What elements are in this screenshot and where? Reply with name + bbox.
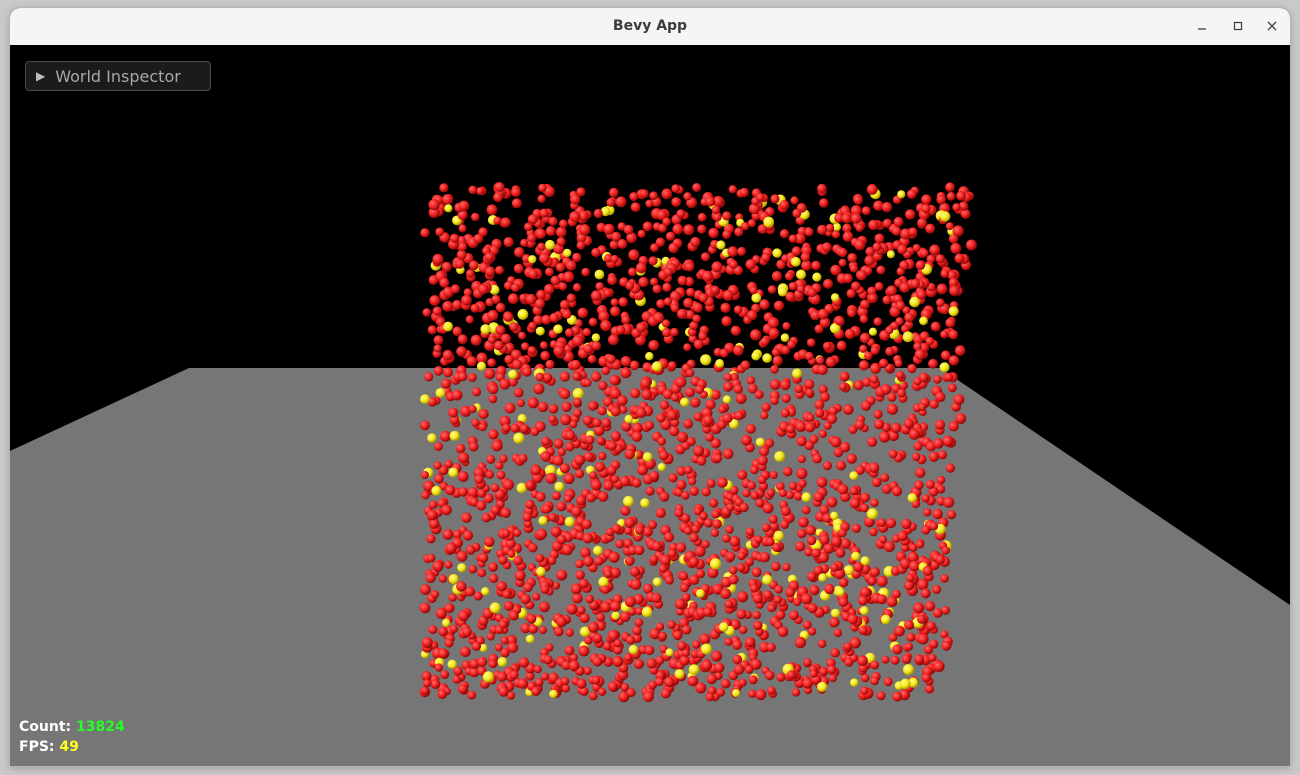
count-value: 13824: [76, 719, 125, 735]
fps-value: 49: [59, 739, 79, 755]
app-window: Bevy App ▶ World Inspector: [10, 8, 1290, 766]
stats-hud: Count: 13824 FPS: 49: [19, 717, 125, 757]
ground-plane: [10, 368, 1290, 766]
close-icon: [1267, 21, 1277, 31]
window-title: Bevy App: [612, 18, 688, 34]
triangle-right-icon: ▶: [36, 69, 46, 83]
count-line: Count: 13824: [19, 717, 125, 737]
fps-line: FPS: 49: [19, 737, 125, 757]
scene-canvas[interactable]: [10, 45, 1290, 766]
maximize-icon: [1233, 21, 1243, 31]
world-inspector-toggle[interactable]: ▶ World Inspector: [25, 61, 211, 91]
close-button[interactable]: [1260, 14, 1284, 38]
fps-label: FPS:: [19, 739, 60, 755]
particle-cloud: [419, 182, 977, 703]
title-bar[interactable]: Bevy App: [10, 8, 1290, 46]
maximize-button[interactable]: [1226, 14, 1250, 38]
minimize-icon: [1198, 28, 1206, 30]
count-label: Count:: [19, 719, 76, 735]
render-viewport[interactable]: ▶ World Inspector Count: 13824 FPS: 49: [10, 45, 1290, 766]
minimize-button[interactable]: [1190, 14, 1214, 38]
world-inspector-label: World Inspector: [55, 66, 181, 86]
